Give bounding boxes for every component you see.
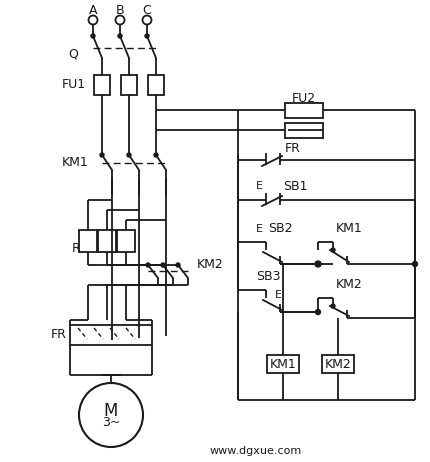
Text: E: E xyxy=(256,224,263,234)
Text: KM1: KM1 xyxy=(270,358,296,371)
Text: E: E xyxy=(275,290,282,300)
Circle shape xyxy=(89,16,98,24)
Bar xyxy=(121,75,137,95)
Circle shape xyxy=(116,16,125,24)
Circle shape xyxy=(146,263,150,267)
Circle shape xyxy=(100,153,104,157)
Circle shape xyxy=(79,383,143,447)
Bar xyxy=(70,325,152,345)
Text: SB1: SB1 xyxy=(283,180,307,193)
Text: B: B xyxy=(116,5,124,18)
Text: FU2: FU2 xyxy=(292,92,316,105)
Bar xyxy=(117,230,135,252)
Text: KM2: KM2 xyxy=(336,279,363,292)
Circle shape xyxy=(412,261,418,267)
Circle shape xyxy=(154,153,158,157)
Text: A: A xyxy=(89,5,97,18)
Text: C: C xyxy=(143,5,151,18)
Text: FR: FR xyxy=(285,142,301,156)
Bar xyxy=(285,123,323,138)
Bar xyxy=(98,230,116,252)
Text: KM1: KM1 xyxy=(336,223,363,236)
Text: KM1: KM1 xyxy=(62,156,89,169)
Bar xyxy=(267,355,299,373)
Bar xyxy=(148,75,164,95)
Circle shape xyxy=(91,34,95,38)
Text: M: M xyxy=(104,402,118,420)
Text: KM2: KM2 xyxy=(197,257,224,270)
Circle shape xyxy=(331,304,335,308)
Circle shape xyxy=(142,16,151,24)
Text: E: E xyxy=(256,181,263,191)
Circle shape xyxy=(331,248,335,252)
Text: Q: Q xyxy=(68,48,78,61)
Text: FR: FR xyxy=(51,328,67,341)
Bar xyxy=(79,230,97,252)
Text: 3~: 3~ xyxy=(102,415,120,428)
Text: SB2: SB2 xyxy=(268,223,292,236)
Bar xyxy=(322,355,354,373)
Circle shape xyxy=(176,263,180,267)
Bar xyxy=(94,75,110,95)
Text: SB3: SB3 xyxy=(256,270,280,284)
Text: R: R xyxy=(72,242,81,255)
Circle shape xyxy=(127,153,131,157)
Text: www.dgxue.com: www.dgxue.com xyxy=(210,446,302,456)
Circle shape xyxy=(118,34,122,38)
Circle shape xyxy=(161,263,165,267)
Bar xyxy=(285,103,323,118)
Text: KM2: KM2 xyxy=(325,358,351,371)
Text: FU1: FU1 xyxy=(62,79,86,91)
Circle shape xyxy=(316,310,320,315)
Circle shape xyxy=(145,34,149,38)
Circle shape xyxy=(315,261,321,267)
